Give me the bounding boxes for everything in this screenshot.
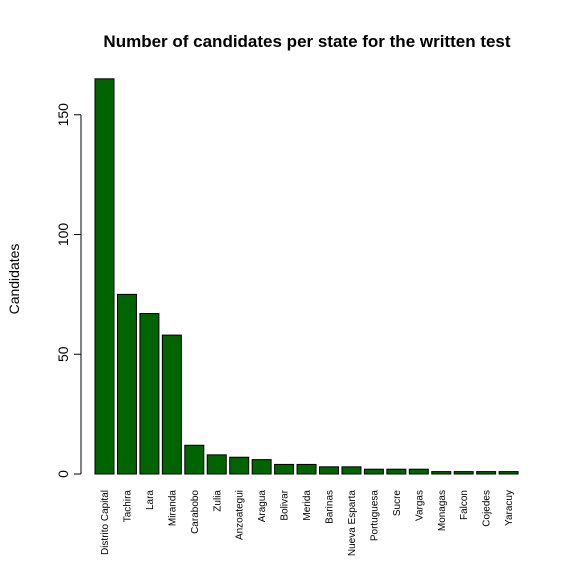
- chart-title: Number of candidates per state for the w…: [103, 32, 510, 51]
- y-tick-label: 150: [55, 103, 71, 127]
- bar-aragua: [251, 459, 272, 475]
- bar-vargas: [408, 468, 429, 475]
- x-tick-label: Carabobo: [190, 490, 201, 534]
- x-tick-label: Tachira: [122, 490, 133, 523]
- bar-carabobo: [184, 444, 205, 475]
- x-tick-label: Lara: [145, 490, 156, 510]
- x-tick-label: Portuguesa: [369, 490, 380, 542]
- x-tick-label: Merida: [302, 490, 313, 521]
- bar-nueva-esparta: [341, 466, 362, 475]
- x-tick-label: Distrito Capital: [100, 490, 111, 555]
- x-tick-label: Bolivar: [280, 489, 291, 520]
- x-tick-label: Nueva Esparta: [347, 490, 358, 557]
- x-tick-label: Falcon: [459, 490, 470, 520]
- y-tick-label: 50: [55, 346, 71, 362]
- x-tick-label: Zulia: [212, 490, 223, 512]
- x-tick-label: Cojedes: [482, 490, 493, 527]
- x-tick-labels: Distrito Capital Tachira Lara Miranda Carabo…: [100, 489, 515, 556]
- bar-bolivar: [274, 463, 295, 475]
- y-axis-label: Candidates: [6, 244, 22, 315]
- bar-falcon: [453, 471, 474, 475]
- bar-yaracuy: [498, 471, 519, 475]
- x-tick-label: Vargas: [414, 490, 425, 521]
- bar-distrito-capital: [94, 78, 115, 475]
- bar-miranda: [161, 334, 182, 475]
- bar-lara: [139, 313, 160, 475]
- bar-cojedes: [476, 471, 497, 475]
- x-tick-label: Barinas: [325, 490, 336, 524]
- x-tick-label: Anzoategui: [235, 490, 246, 540]
- y-tick-label: 100: [55, 223, 71, 247]
- bar-tachira: [116, 293, 137, 475]
- bar-zulia: [206, 454, 227, 475]
- x-tick-label: Aragua: [257, 490, 268, 523]
- bars: [94, 78, 519, 475]
- bar-sucre: [386, 468, 407, 475]
- x-tick-label: Monagas: [437, 490, 448, 531]
- y-tick-label: 0: [55, 470, 71, 478]
- bar-merida: [296, 463, 317, 475]
- x-tick-label: Miranda: [167, 490, 178, 527]
- bar-portuguesa: [363, 468, 384, 475]
- bar-anzoategui: [229, 456, 250, 475]
- bar-monagas: [431, 471, 452, 475]
- x-tick-label: Yaracuy: [504, 490, 515, 526]
- bar-barinas: [319, 466, 339, 475]
- y-ticks: 0 50 100 150: [55, 103, 81, 478]
- x-tick-label: Sucre: [392, 490, 403, 517]
